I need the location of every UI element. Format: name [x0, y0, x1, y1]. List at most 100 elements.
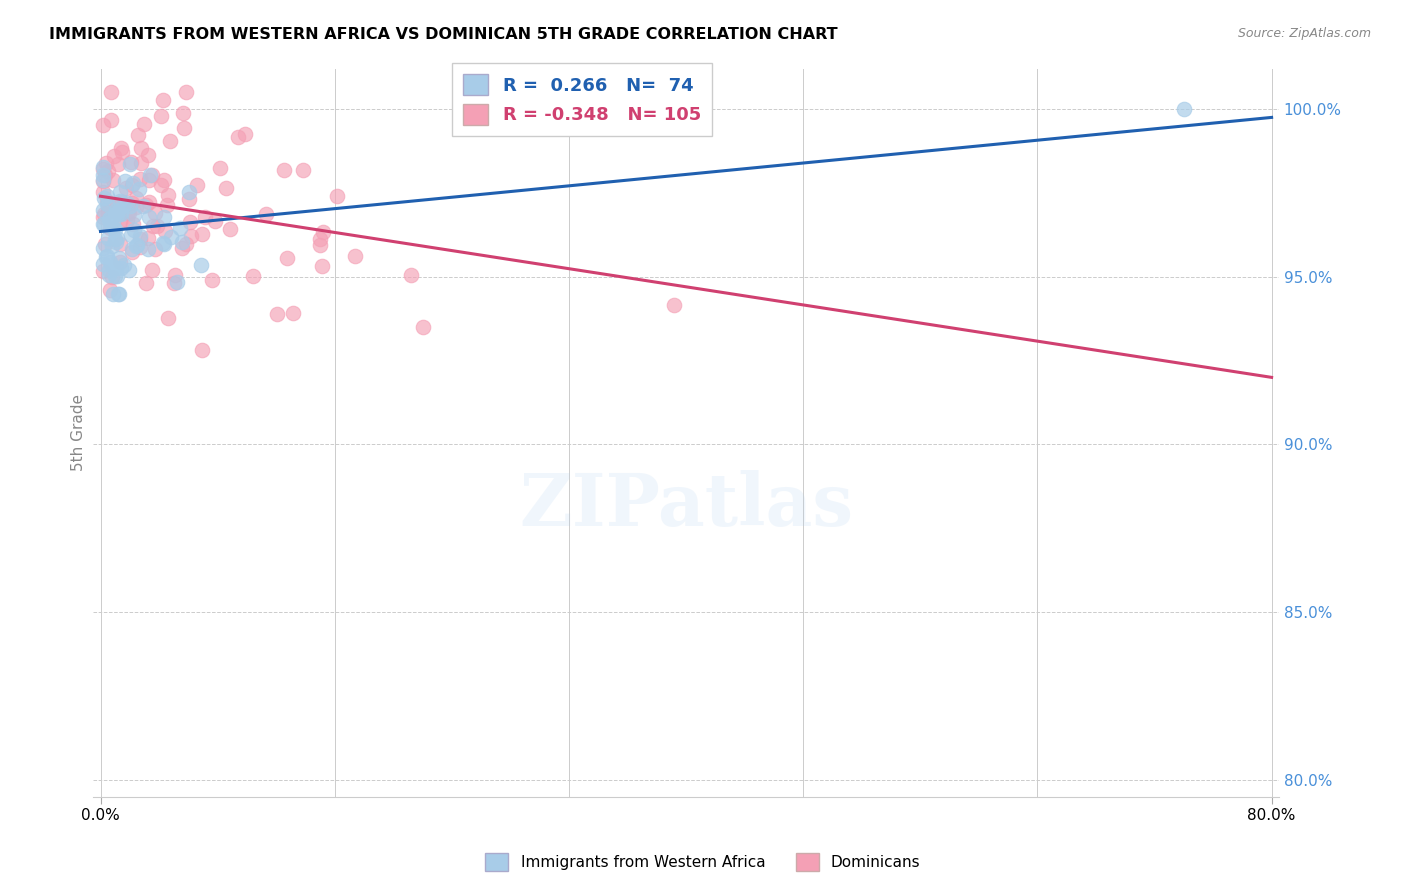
Point	[344, 249, 367, 263]
Point	[97, 205, 120, 219]
Point	[146, 219, 169, 233]
Point	[129, 240, 152, 254]
Point	[104, 260, 127, 275]
Point	[273, 162, 295, 177]
Point	[104, 268, 127, 283]
Point	[664, 298, 686, 312]
Point	[93, 160, 115, 174]
Point	[97, 164, 120, 178]
Point	[100, 283, 122, 297]
Point	[129, 229, 152, 244]
Point	[127, 128, 149, 143]
Point	[105, 269, 128, 284]
Point	[256, 207, 278, 221]
Point	[191, 343, 214, 357]
Point	[233, 127, 256, 141]
Point	[138, 195, 160, 210]
Point	[108, 206, 131, 220]
Point	[309, 231, 332, 245]
Point	[165, 268, 187, 283]
Point	[120, 227, 142, 242]
Point	[101, 221, 124, 235]
Point	[115, 196, 138, 211]
Point	[93, 217, 115, 231]
Point	[141, 263, 163, 277]
Point	[121, 217, 143, 231]
Point	[93, 191, 115, 205]
Point	[108, 194, 131, 208]
Point	[291, 162, 314, 177]
Point	[166, 275, 188, 289]
Point	[93, 173, 115, 187]
Point	[125, 239, 148, 253]
Point	[105, 230, 128, 244]
Point	[194, 211, 217, 225]
Point	[172, 105, 194, 120]
Point	[107, 157, 129, 171]
Point	[170, 241, 193, 255]
Point	[108, 255, 131, 269]
Point	[101, 239, 124, 253]
Point	[174, 85, 197, 99]
Point	[129, 156, 152, 170]
Point	[118, 157, 141, 171]
Point	[160, 230, 183, 244]
Point	[121, 245, 143, 260]
Point	[159, 134, 181, 148]
Point	[276, 252, 298, 266]
Point	[153, 223, 176, 237]
Point	[105, 207, 128, 221]
Point	[93, 237, 115, 252]
Point	[201, 273, 224, 287]
Point	[208, 161, 231, 175]
Point	[121, 195, 143, 210]
Point	[150, 178, 173, 192]
Point	[190, 258, 212, 272]
Point	[108, 214, 131, 228]
Point	[311, 259, 333, 273]
Point	[153, 173, 176, 187]
Point	[242, 268, 264, 283]
Point	[177, 185, 200, 199]
Point	[219, 222, 242, 236]
Point	[138, 210, 160, 224]
Point	[93, 217, 115, 231]
Point	[128, 182, 150, 196]
Point	[114, 174, 136, 188]
Point	[105, 199, 128, 213]
Point	[180, 228, 202, 243]
Point	[1173, 102, 1195, 116]
Point	[122, 209, 145, 223]
Point	[93, 202, 115, 217]
Point	[125, 200, 148, 214]
Point	[228, 130, 250, 145]
Point	[172, 235, 194, 250]
Point	[138, 147, 160, 161]
Point	[179, 215, 201, 229]
Point	[111, 194, 134, 209]
Point	[93, 207, 115, 221]
Text: Source: ZipAtlas.com: Source: ZipAtlas.com	[1237, 27, 1371, 40]
Point	[110, 141, 132, 155]
Point	[401, 268, 423, 282]
Point	[96, 189, 118, 203]
Point	[96, 197, 118, 211]
Point	[93, 211, 115, 225]
Point	[120, 155, 142, 169]
Point	[152, 235, 174, 250]
Point	[150, 109, 173, 123]
Point	[101, 173, 124, 187]
Point	[169, 220, 191, 235]
Point	[111, 145, 134, 160]
Point	[111, 199, 134, 213]
Point	[118, 206, 141, 220]
Point	[97, 231, 120, 245]
Point	[117, 212, 139, 227]
Point	[129, 172, 152, 186]
Point	[93, 186, 115, 200]
Point	[281, 305, 304, 319]
Point	[96, 248, 118, 262]
Point	[97, 268, 120, 282]
Point	[132, 199, 155, 213]
Point	[142, 219, 165, 233]
